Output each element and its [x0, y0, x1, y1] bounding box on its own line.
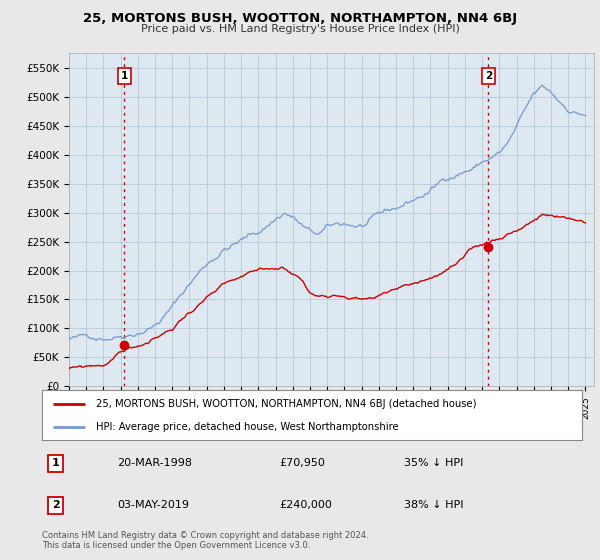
Text: Price paid vs. HM Land Registry's House Price Index (HPI): Price paid vs. HM Land Registry's House …	[140, 24, 460, 34]
Text: 1: 1	[121, 71, 128, 81]
Text: £70,950: £70,950	[280, 459, 325, 468]
Text: 25, MORTONS BUSH, WOOTTON, NORTHAMPTON, NN4 6BJ: 25, MORTONS BUSH, WOOTTON, NORTHAMPTON, …	[83, 12, 517, 25]
Text: 38% ↓ HPI: 38% ↓ HPI	[404, 501, 463, 510]
Text: 03-MAY-2019: 03-MAY-2019	[118, 501, 190, 510]
Text: 2: 2	[485, 71, 492, 81]
Text: 25, MORTONS BUSH, WOOTTON, NORTHAMPTON, NN4 6BJ (detached house): 25, MORTONS BUSH, WOOTTON, NORTHAMPTON, …	[96, 399, 476, 409]
Text: 35% ↓ HPI: 35% ↓ HPI	[404, 459, 463, 468]
Text: 1: 1	[52, 459, 59, 468]
Text: HPI: Average price, detached house, West Northamptonshire: HPI: Average price, detached house, West…	[96, 422, 398, 432]
Text: 2: 2	[52, 501, 59, 510]
Text: Contains HM Land Registry data © Crown copyright and database right 2024.
This d: Contains HM Land Registry data © Crown c…	[42, 531, 368, 550]
Text: 20-MAR-1998: 20-MAR-1998	[118, 459, 193, 468]
Text: £240,000: £240,000	[280, 501, 332, 510]
